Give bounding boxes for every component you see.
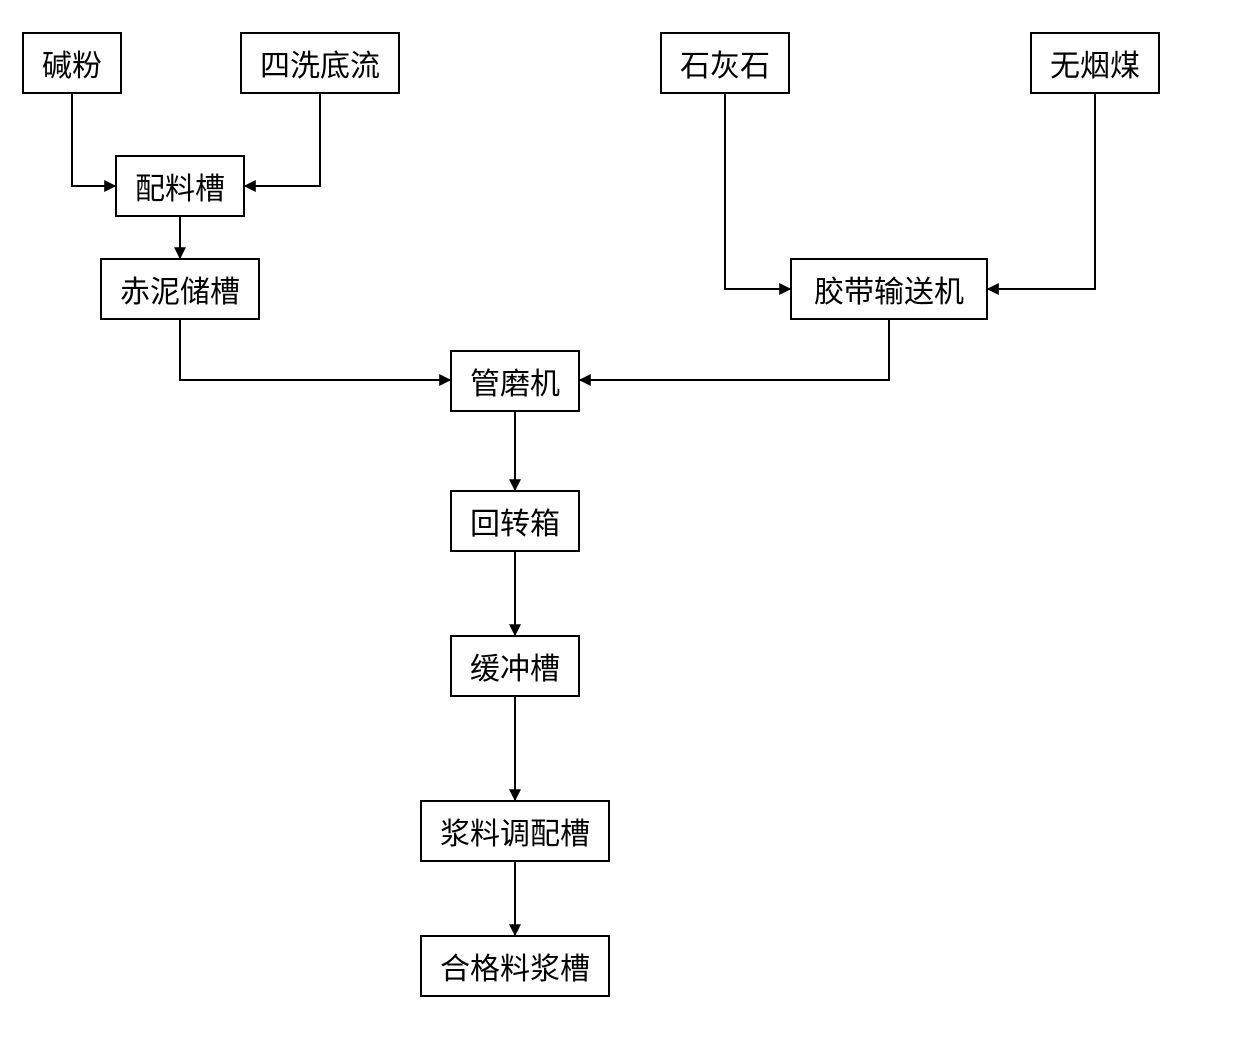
edge-n7-n8: [580, 320, 889, 380]
node-label: 无烟煤: [1050, 41, 1140, 85]
node-label: 管磨机: [470, 359, 560, 403]
node-label: 配料槽: [135, 164, 225, 208]
node-n8: 管磨机: [450, 350, 580, 412]
edge-n4-n7: [988, 94, 1095, 289]
node-n1: 碱粉: [22, 32, 122, 94]
node-label: 碱粉: [42, 41, 102, 85]
node-label: 四洗底流: [260, 41, 380, 85]
node-label: 赤泥储槽: [120, 267, 240, 311]
node-n5: 配料槽: [115, 155, 245, 217]
node-label: 浆料调配槽: [440, 809, 590, 853]
node-n7: 胶带输送机: [790, 258, 988, 320]
node-n4: 无烟煤: [1030, 32, 1160, 94]
edge-n3-n7: [725, 94, 790, 289]
node-label: 胶带输送机: [814, 267, 964, 311]
node-n12: 合格料浆槽: [420, 935, 610, 997]
node-n6: 赤泥储槽: [100, 258, 260, 320]
edge-n1-n5: [72, 94, 115, 186]
node-label: 石灰石: [680, 41, 770, 85]
node-n3: 石灰石: [660, 32, 790, 94]
node-n2: 四洗底流: [240, 32, 400, 94]
node-label: 合格料浆槽: [440, 944, 590, 988]
node-n11: 浆料调配槽: [420, 800, 610, 862]
edge-n2-n5: [245, 94, 320, 186]
node-label: 缓冲槽: [470, 644, 560, 688]
node-label: 回转箱: [470, 499, 560, 543]
edge-n6-n8: [180, 320, 450, 380]
node-n9: 回转箱: [450, 490, 580, 552]
node-n10: 缓冲槽: [450, 635, 580, 697]
